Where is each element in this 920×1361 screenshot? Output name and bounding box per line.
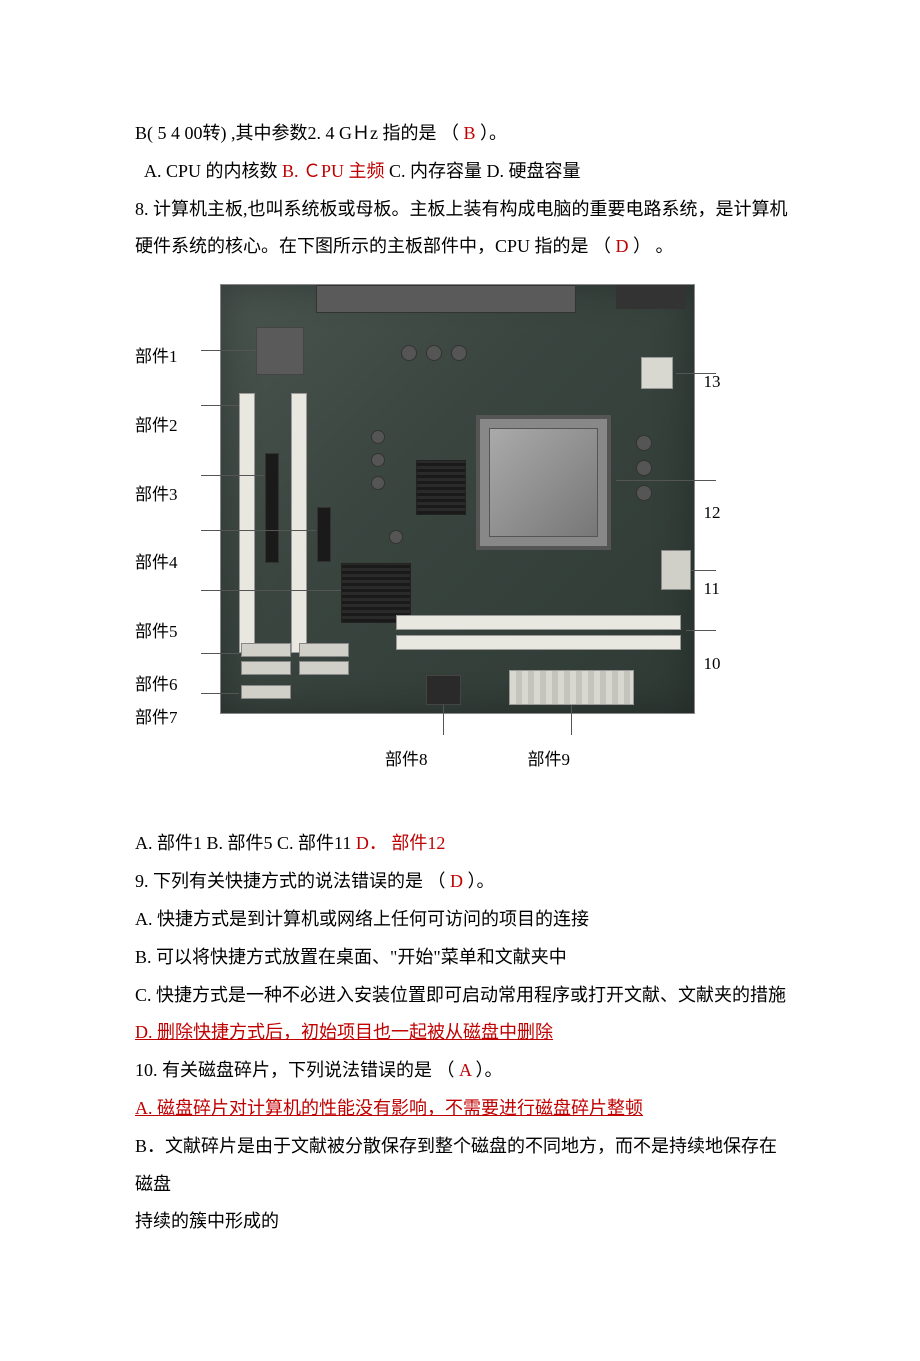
q7-opt-c: C. 内存容量 — [389, 161, 482, 181]
q8-lead2b: ） 。 — [633, 236, 674, 256]
q10-stem-a: 10. 有关磁盘碎片，下列说法错误的是 （ — [135, 1060, 455, 1080]
q10-opt-a-text: A. 磁盘碎片对计算机的性能没有影响，不需要进行磁盘碎片整顿 — [135, 1098, 643, 1118]
q10-opt-b2: 持续的簇中形成的 — [135, 1203, 790, 1241]
label-part13: 13 — [695, 364, 765, 400]
q9-answer: D — [450, 871, 463, 891]
q7-cont-line: B( 5 4 00转) ,其中参数2. 4 GＨz 指的是 （ B ）。 — [135, 115, 790, 153]
q10-opt-b1: B．文献碎片是由于文献被分散保存到整个磁盘的不同地方，而不是持续地保存在磁盘 — [135, 1128, 790, 1204]
bottom-labels: 部件8 部件9 — [135, 742, 790, 778]
q8-lead2a: 硬件系统的核心。在下图所示的主板部件中，CPU 指的是 （ — [135, 236, 611, 256]
q8-opt-b: B. 部件5 — [207, 833, 273, 853]
q9-stem-b: ）。 — [468, 871, 495, 891]
q8-opt-c: C. 部件11 — [277, 833, 351, 853]
label-part8: 部件8 — [385, 742, 428, 778]
label-part12: 12 — [695, 495, 765, 531]
label-part9: 部件9 — [528, 742, 571, 778]
q7-options: A. CPU 的内核数 B. ＣPU 主频 C. 内存容量 D. 硬盘容量 — [135, 153, 790, 191]
left-labels: 部件1 部件2 部件3 部件4 部件5 部件6 部件7 — [135, 284, 220, 736]
q9-opt-d-text: D. 删除快捷方式后，初始项目也一起被从磁盘中删除 — [135, 1022, 553, 1042]
q7-answer-letter: B — [463, 123, 475, 143]
q8-answer: D — [616, 236, 629, 256]
q9-opt-a: A. 快捷方式是到计算机或网络上任何可访问的项目的连接 — [135, 901, 790, 939]
q8-lead1: 8. 计算机主板,也叫系统板或母板。主板上装有构成电脑的重要电路系统，是计算机 — [135, 191, 790, 229]
label-part7: 部件7 — [135, 700, 220, 736]
q8-lead2: 硬件系统的核心。在下图所示的主板部件中，CPU 指的是 （ D ） 。 — [135, 228, 790, 266]
q9-opt-b: B. 可以将快捷方式放置在桌面、"开始"菜单和文献夹中 — [135, 939, 790, 977]
q9-opt-c: C. 快捷方式是一种不必进入安装位置即可启动常用程序或打开文献、文献夹的措施 — [135, 977, 790, 1015]
motherboard-image — [220, 284, 695, 714]
right-labels: 13 12 11 10 — [695, 284, 765, 736]
label-part2: 部件2 — [135, 408, 220, 444]
q7-opt-d: D. 硬盘容量 — [487, 161, 581, 181]
q9-stem: 9. 下列有关快捷方式的说法错误的是 （ D ）。 — [135, 863, 790, 901]
label-part3: 部件3 — [135, 477, 220, 513]
q8-opt-d: D． 部件12 — [356, 833, 446, 853]
label-part10: 10 — [695, 646, 765, 682]
q10-stem-b: ）。 — [476, 1060, 503, 1080]
q8-options: A. 部件1 B. 部件5 C. 部件11 D． 部件12 — [135, 825, 790, 863]
label-part6: 部件6 — [135, 667, 220, 703]
q10-stem: 10. 有关磁盘碎片，下列说法错误的是 （ A ）。 — [135, 1052, 790, 1090]
label-part11: 11 — [695, 571, 765, 607]
q8-opt-a: A. 部件1 — [135, 833, 202, 853]
label-part1: 部件1 — [135, 339, 220, 375]
label-part4: 部件4 — [135, 545, 220, 581]
q9-stem-a: 9. 下列有关快捷方式的说法错误的是 （ — [135, 871, 446, 891]
q7-text-end: ）。 — [480, 123, 507, 143]
q7-opt-a: A. CPU 的内核数 — [144, 161, 278, 181]
q7-opt-b: B. ＣPU 主频 — [282, 161, 385, 181]
q9-opt-d: D. 删除快捷方式后，初始项目也一起被从磁盘中删除 — [135, 1014, 790, 1052]
motherboard-diagram: 部件1 部件2 部件3 部件4 部件5 部件6 部件7 — [135, 284, 790, 778]
label-part5: 部件5 — [135, 614, 220, 650]
q7-text: B( 5 4 00转) ,其中参数2. 4 GＨz 指的是 （ — [135, 123, 459, 143]
q10-answer: A — [459, 1060, 471, 1080]
q10-opt-a: A. 磁盘碎片对计算机的性能没有影响，不需要进行磁盘碎片整顿 — [135, 1090, 790, 1128]
